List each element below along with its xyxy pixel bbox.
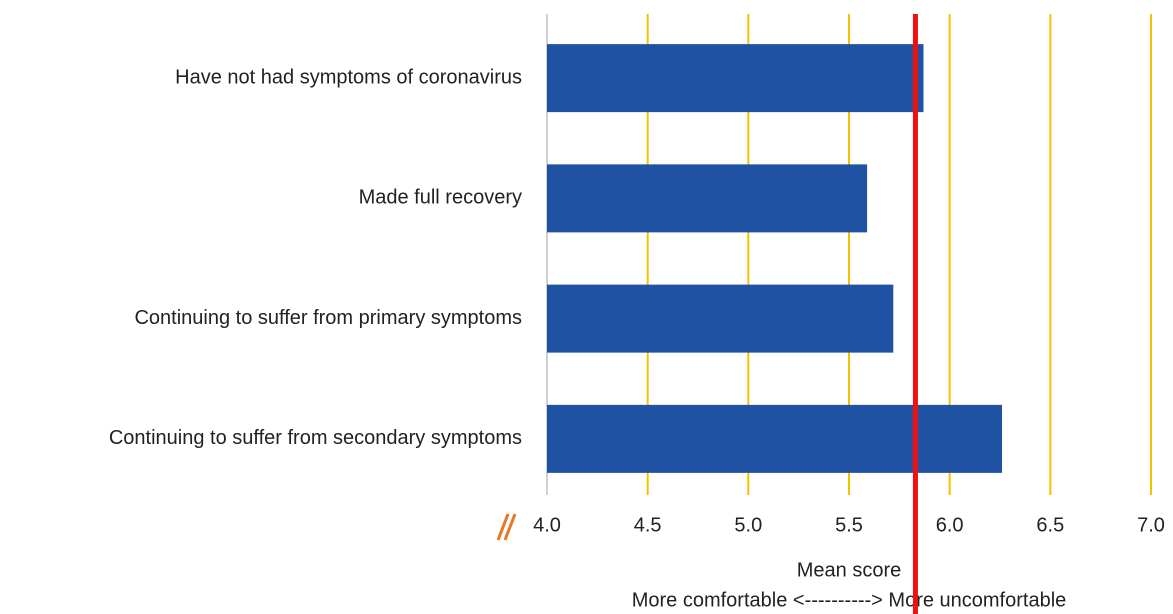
- x-tick-label: 5.0: [734, 514, 762, 536]
- x-tick-label: 7.0: [1137, 514, 1165, 536]
- bar: [547, 404, 1003, 473]
- x-tick-label: 4.5: [634, 514, 662, 536]
- y-tick-label: Continuing to suffer from secondary symp…: [109, 427, 522, 449]
- y-tick-label: Continuing to suffer from primary sympto…: [134, 307, 522, 329]
- x-tick-label: 6.0: [936, 514, 964, 536]
- x-tick-label: 4.0: [533, 514, 561, 536]
- axis-break: [496, 513, 517, 541]
- x-axis-note: More comfortable <----------> More uncom…: [632, 589, 1067, 611]
- x-tick-label: 5.5: [835, 514, 863, 536]
- x-tick-label: 6.5: [1036, 514, 1064, 536]
- bar: [547, 284, 894, 353]
- y-tick-label: Made full recovery: [359, 187, 522, 209]
- bar: [547, 44, 924, 113]
- y-tick-label: Have not had symptoms of coronavirus: [175, 66, 522, 88]
- bar: [547, 164, 868, 233]
- x-axis-label: Mean score: [797, 559, 902, 581]
